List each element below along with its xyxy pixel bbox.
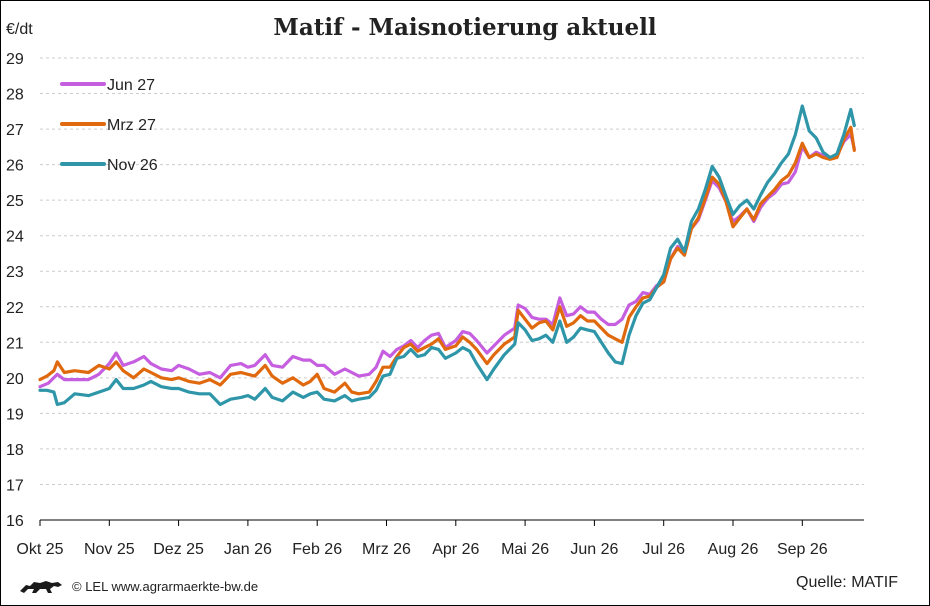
copyright-text: © LEL www.agrarmaerkte-bw.de: [72, 578, 259, 594]
y-tick-label: 26: [6, 158, 24, 175]
y-tick-label: 21: [6, 335, 24, 352]
lion-logo-icon: [20, 581, 62, 593]
x-tick-label: Nov 25: [84, 541, 135, 558]
x-tick-label: Aug 26: [708, 541, 759, 558]
series-line-mrz-27: [38, 125, 856, 396]
legend-label: Nov 26: [107, 157, 158, 174]
x-tick-label: Feb 26: [292, 541, 342, 558]
series-line-jun-27: [38, 132, 856, 389]
series-lines: [38, 104, 856, 407]
y-tick-label: 27: [6, 122, 24, 139]
y-axis-unit-label: €/dt: [6, 21, 33, 38]
source-text: Quelle: MATIF: [796, 574, 898, 591]
y-tick-label: 29: [6, 51, 24, 68]
x-tick-label: Mrz 26: [362, 541, 411, 558]
y-tick-label: 28: [6, 87, 24, 104]
chart-title: Matif - Maisnotierung aktuell: [273, 14, 657, 41]
y-tick-label: 16: [6, 513, 24, 530]
y-tick-label: 22: [6, 300, 24, 317]
series-line-nov-26: [38, 104, 856, 407]
x-tick-label: Mai 26: [501, 541, 549, 558]
x-tick-label: Jul 26: [642, 541, 685, 558]
y-tick-label: 25: [6, 193, 24, 210]
x-tick-label: Apr 26: [432, 541, 479, 558]
x-tick-label: Jun 26: [570, 541, 618, 558]
x-tick-label: Dez 25: [153, 541, 204, 558]
legend-label: Jun 27: [107, 77, 155, 94]
axes: 16 17 18 19 20 21 22 23 24 25 26 27 28 29 Okt 25 Nov 25…: [6, 51, 864, 558]
legend-label: Mrz 27: [107, 117, 156, 134]
legend: Jun 27 Mrz 27 Nov 26: [60, 77, 158, 174]
y-tick-label: 17: [6, 477, 24, 494]
x-tick-label: Okt 25: [16, 541, 63, 558]
y-tick-label: 20: [6, 371, 24, 388]
footer-copyright: © LEL www.agrarmaerkte-bw.de: [18, 577, 258, 595]
x-tick-label: Jan 26: [224, 541, 272, 558]
y-tick-label: 18: [6, 442, 24, 459]
y-tick-label: 24: [6, 229, 24, 246]
x-tick-label: Sep 26: [777, 541, 828, 558]
y-tick-label: 19: [6, 406, 24, 423]
grid: [40, 57, 864, 485]
y-tick-label: 23: [6, 264, 24, 281]
